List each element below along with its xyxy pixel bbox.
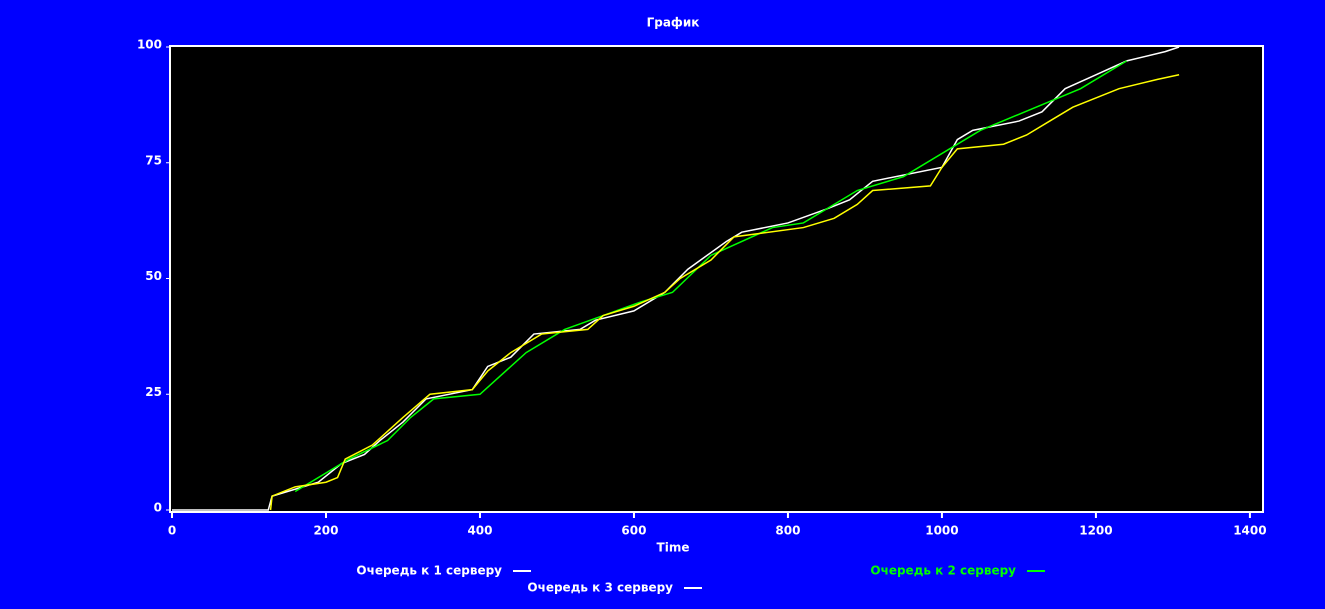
y-tick-label: 25 xyxy=(145,385,162,399)
y-tick-label: 0 xyxy=(154,501,162,515)
plot-area xyxy=(169,45,1264,513)
y-tick-label: 100 xyxy=(137,38,162,52)
x-tick-label: 0 xyxy=(168,524,176,538)
x-tick-label: 1400 xyxy=(1233,524,1266,538)
y-tick-label: 75 xyxy=(145,153,162,167)
legend-label: Очередь к 2 серверу xyxy=(870,564,1016,578)
legend-label: Очередь к 3 серверу xyxy=(527,581,673,595)
x-tick-label: 600 xyxy=(621,524,646,538)
x-tick-label: 200 xyxy=(313,524,338,538)
legend-label: Очередь к 1 серверу xyxy=(356,564,502,578)
series-line xyxy=(269,74,1180,511)
chart-title: График xyxy=(647,16,700,30)
series-line xyxy=(294,60,1128,493)
x-tick-label: 400 xyxy=(467,524,492,538)
x-axis-label: Time xyxy=(657,541,690,555)
y-tick-label: 50 xyxy=(145,269,162,283)
x-tick-label: 800 xyxy=(775,524,800,538)
x-tick-label: 1000 xyxy=(925,524,958,538)
x-tick-label: 1200 xyxy=(1079,524,1112,538)
